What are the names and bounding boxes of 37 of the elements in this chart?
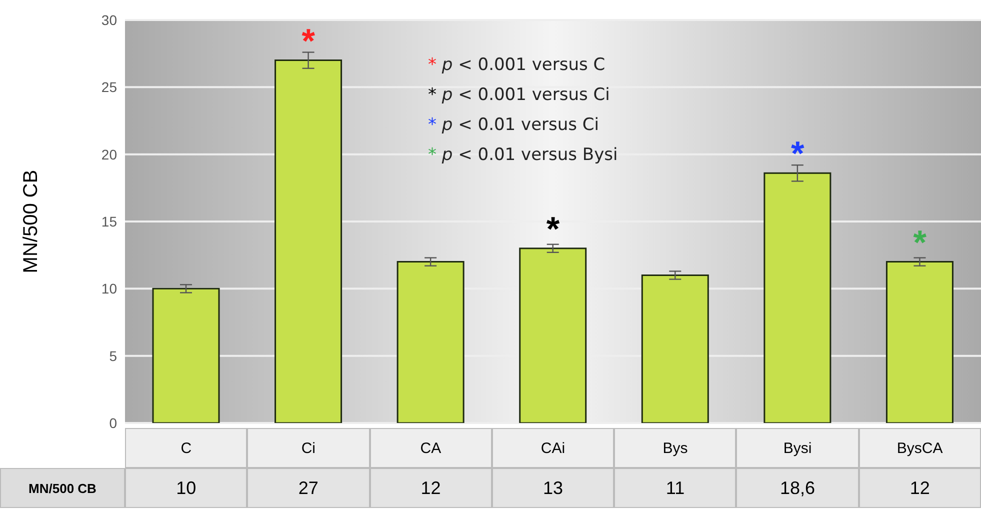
y-tick-label: 25: [101, 79, 118, 96]
y-tick-label: 15: [101, 213, 118, 230]
y-tick-label: 0: [109, 414, 118, 431]
y-tick-label: 30: [101, 12, 118, 28]
annotation: * p < 0.01 versus Bysi: [428, 144, 618, 167]
annotation: * p < 0.01 versus Ci: [428, 114, 600, 137]
data-label: 12: [858, 468, 981, 508]
bar: [764, 172, 832, 423]
text: MN/500 CB: [0, 468, 125, 508]
y-axis-title: MN/500 CB: [20, 170, 42, 274]
x-tick-label: BysCA: [858, 428, 981, 468]
annotation: * p < 0.001 versus C: [428, 54, 606, 77]
data-label: 13: [492, 468, 614, 508]
x-tick-label: C: [125, 428, 248, 468]
annotation: *: [913, 224, 928, 262]
annotation: * p < 0.001 versus Ci: [428, 84, 611, 107]
annotation: *: [302, 22, 316, 60]
y-tick-label: 10: [101, 280, 118, 297]
bar: [641, 274, 709, 423]
bar: [396, 261, 464, 423]
x-tick-label: Bys: [614, 428, 736, 468]
y-tick-label: 20: [101, 146, 118, 162]
annotation: *: [546, 210, 560, 248]
x-tick-label: Ci: [247, 428, 370, 468]
bar: [519, 248, 587, 423]
bar: [152, 288, 220, 423]
x-tick-label: CAi: [492, 428, 614, 468]
x-tick-label: Bysi: [736, 428, 859, 468]
x-tick-label: CA: [370, 428, 492, 468]
bar: [886, 261, 954, 423]
bar: [274, 60, 342, 423]
annotation: *: [790, 135, 805, 174]
data-label: 11: [614, 468, 736, 508]
data-label: 27: [247, 468, 370, 508]
y-tick-label: 5: [109, 348, 118, 364]
data-label: 12: [370, 468, 492, 508]
data-label: 18,6: [736, 468, 859, 508]
